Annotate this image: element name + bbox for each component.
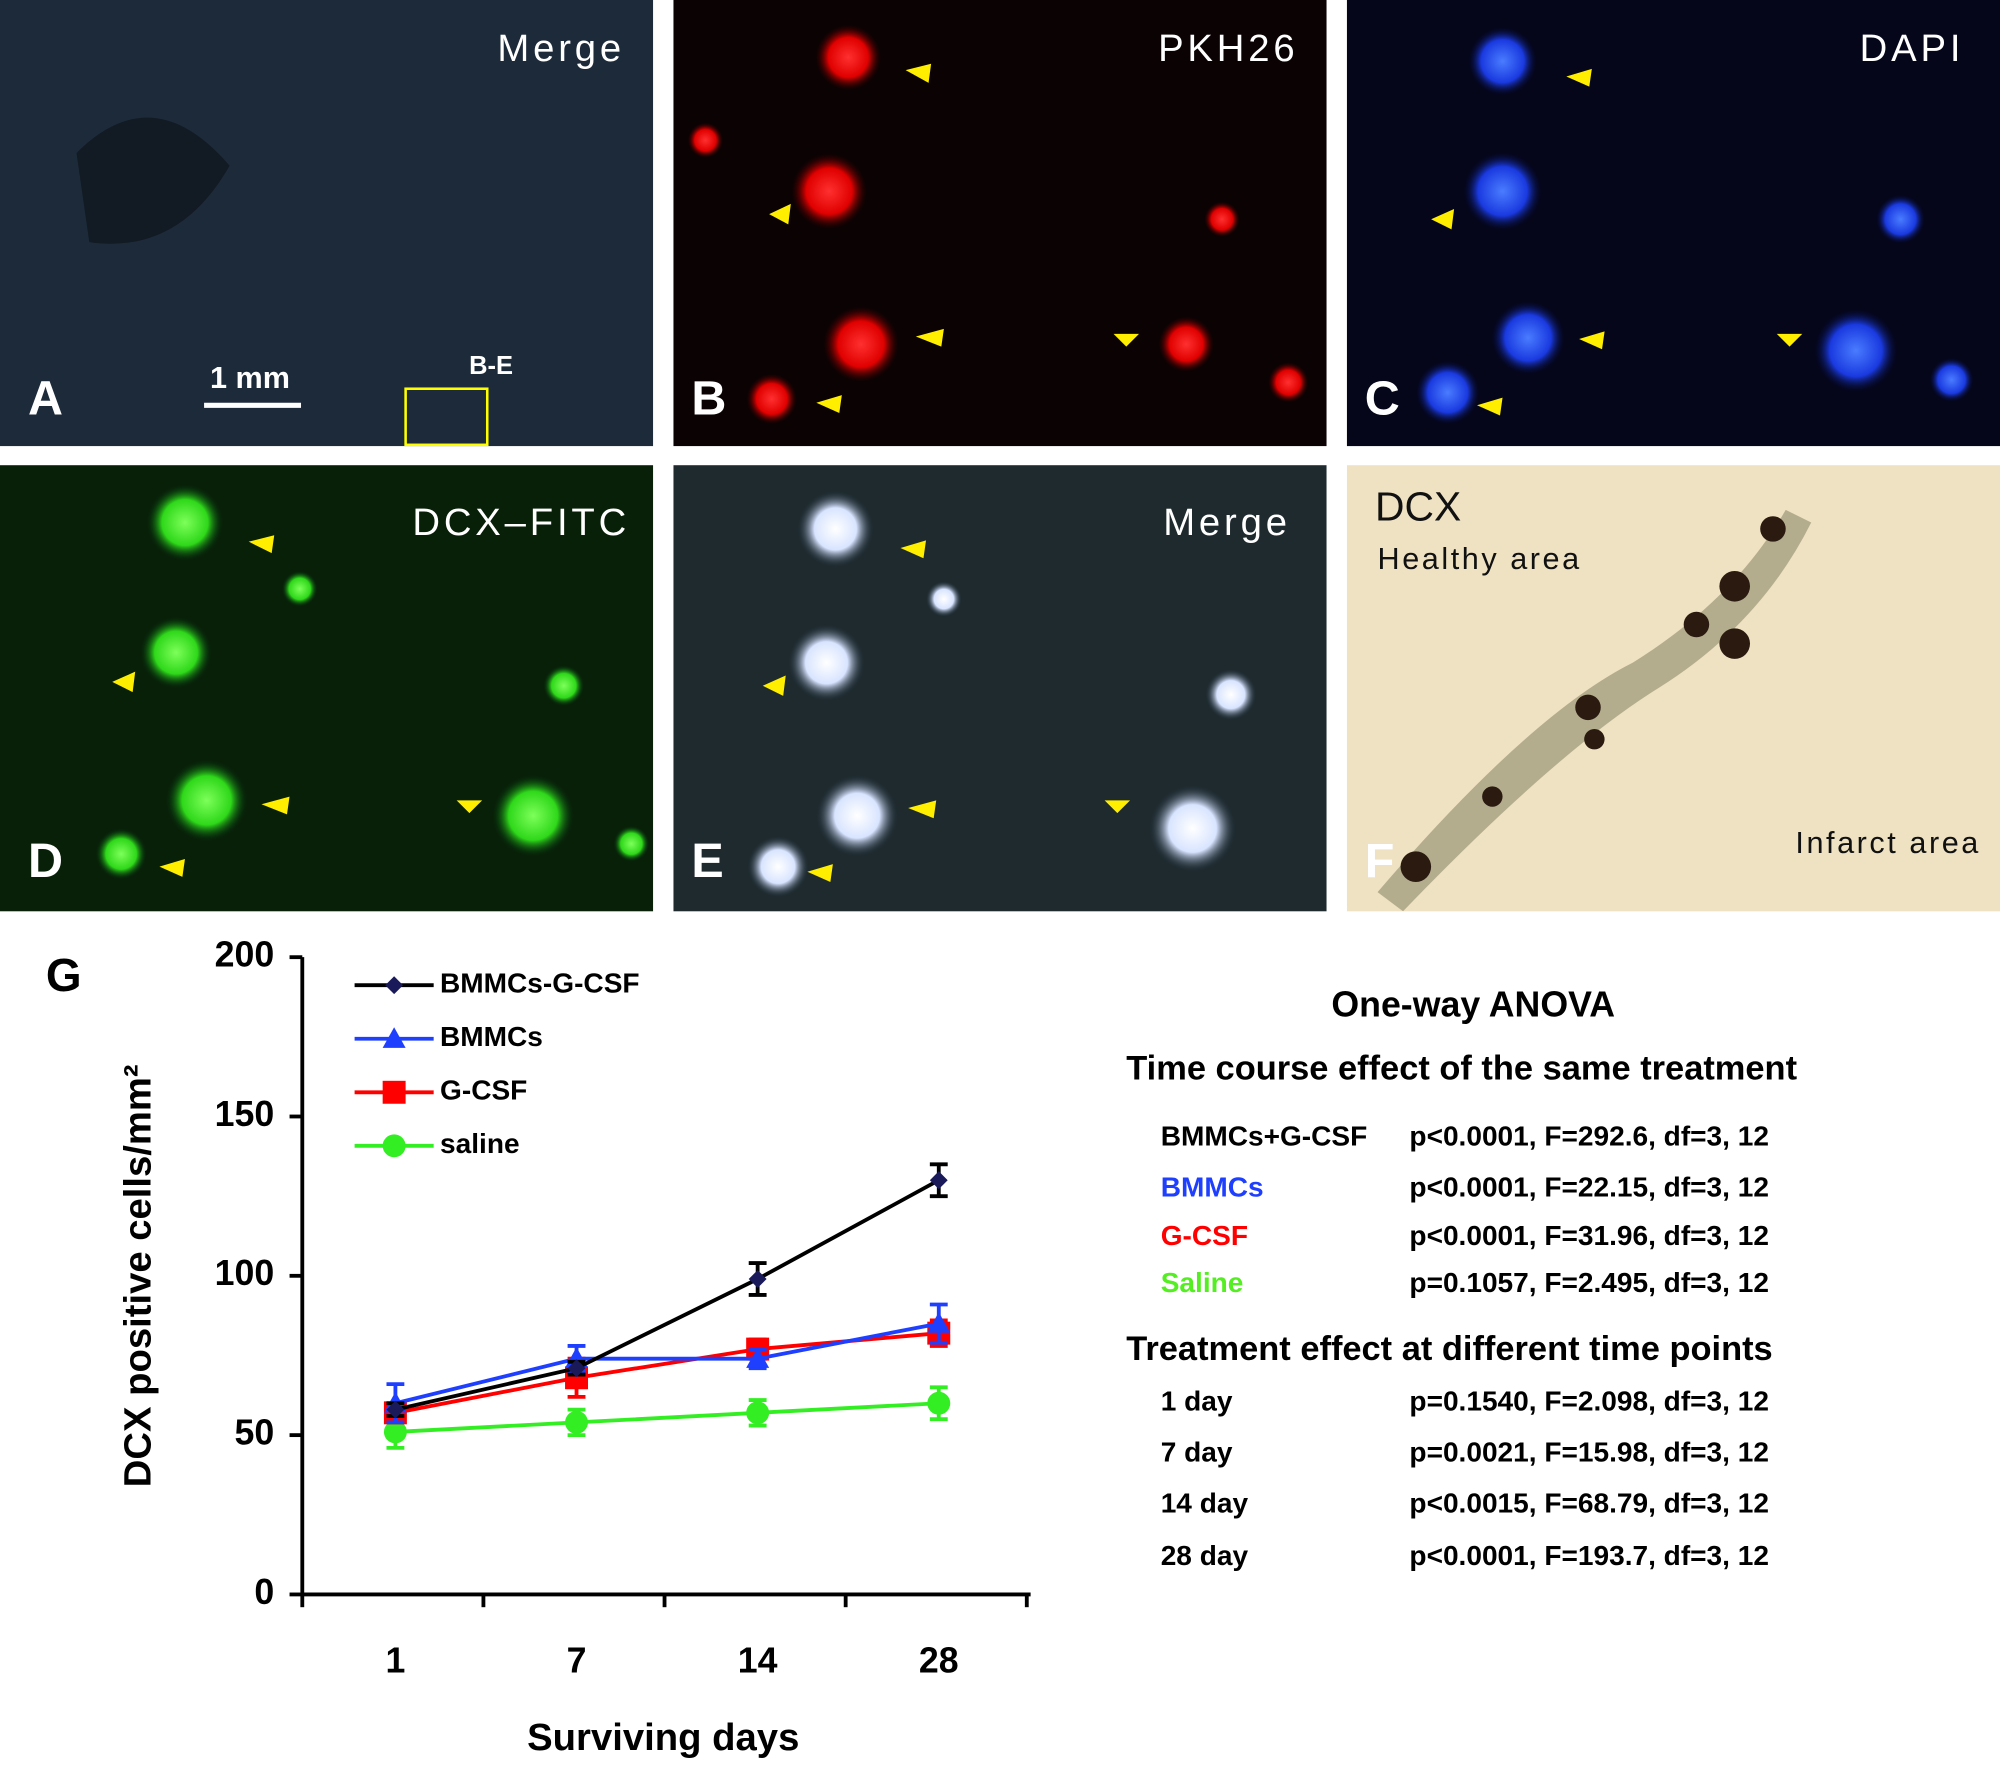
panel-letter: C	[1365, 371, 1400, 425]
panel-letter: E	[691, 834, 723, 888]
marker	[383, 1420, 407, 1444]
legend-label: BMMCs-G-CSF	[440, 968, 640, 999]
annotation: Healthy area	[1378, 542, 1582, 576]
anova-row-stats: p<0.0001, F=193.7, df=3, 12	[1409, 1540, 1769, 1571]
marker	[382, 1027, 406, 1048]
anova-row-label: G-CSF	[1161, 1220, 1248, 1251]
x-axis-label: Surviving days	[527, 1716, 799, 1759]
marker	[567, 1359, 586, 1378]
anova-row-stats: p<0.0001, F=31.96, df=3, 12	[1409, 1220, 1769, 1251]
legend-label: G-CSF	[440, 1075, 527, 1106]
series-line	[395, 1331, 939, 1415]
legend-label: BMMCs	[440, 1021, 543, 1052]
anova-row-stats: p=0.0021, F=15.98, df=3, 12	[1409, 1437, 1769, 1468]
anova-heading: Time course effect of the same treatment	[1126, 1050, 1797, 1088]
anova-row-label: 14 day	[1161, 1488, 1249, 1519]
panel-letter: A	[28, 371, 63, 425]
panel-label: DAPI	[1860, 27, 1965, 70]
anova-row-stats: p<0.0015, F=68.79, df=3, 12	[1409, 1488, 1769, 1519]
y-axis-label: DCX positive cells/mm²	[116, 1064, 159, 1487]
anova-row-label: 7 day	[1161, 1437, 1233, 1468]
marker	[746, 1401, 770, 1425]
marker	[748, 1270, 767, 1288]
panel-label: DCX	[1375, 484, 1461, 530]
x-tick-label: 1	[385, 1641, 405, 1681]
micrograph-detail	[76, 24, 1975, 912]
marker	[565, 1410, 589, 1434]
marker	[385, 976, 404, 995]
y-tick-label: 150	[215, 1094, 275, 1134]
y-tick-label: 50	[235, 1413, 275, 1453]
anova-row-stats: p<0.0001, F=22.15, df=3, 12	[1409, 1172, 1769, 1203]
panel-letter: D	[28, 834, 63, 888]
anova-row-label: BMMCs	[1161, 1172, 1264, 1203]
annotation: Infarct area	[1795, 826, 1980, 860]
anova-heading: Treatment effect at different time point…	[1126, 1330, 1772, 1368]
x-tick-label: 7	[567, 1641, 587, 1681]
anova-title: One-way ANOVA	[1331, 984, 1615, 1024]
marker	[746, 1347, 770, 1368]
x-tick-label: 14	[738, 1641, 778, 1681]
marker	[382, 1134, 406, 1158]
panel-letter: B	[691, 371, 726, 425]
inset-label: B-E	[469, 352, 513, 380]
legend-label: saline	[440, 1128, 520, 1159]
marker	[927, 1391, 951, 1415]
marker	[927, 1312, 951, 1333]
y-tick-label: 0	[254, 1572, 274, 1612]
anova-row-label: Saline	[1161, 1267, 1244, 1298]
anova-row-label: BMMCs+G-CSF	[1161, 1121, 1368, 1152]
series-line	[394, 1178, 940, 1412]
anova-row-stats: p=0.1540, F=2.098, df=3, 12	[1409, 1386, 1769, 1417]
anova-row-stats: p<0.0001, F=292.6, df=3, 12	[1409, 1121, 1769, 1152]
anova-row-label: 28 day	[1161, 1540, 1249, 1571]
marker	[382, 1080, 406, 1104]
panel-letter: G	[46, 949, 82, 1001]
panel-label: DCX–FITC	[412, 501, 630, 544]
panel-label: Merge	[497, 27, 625, 70]
x-tick-label: 28	[919, 1641, 959, 1681]
series-line	[395, 1401, 939, 1434]
series-line	[394, 1321, 940, 1406]
panel-letter: F	[1365, 834, 1395, 888]
scale-bar-label: 1 mm	[210, 361, 290, 395]
panel-label: PKH26	[1158, 27, 1298, 70]
anova-row-label: 1 day	[1161, 1386, 1233, 1417]
marker	[929, 1171, 948, 1190]
y-tick-label: 200	[215, 935, 275, 975]
panel-label: Merge	[1163, 501, 1291, 544]
marker	[386, 1400, 405, 1419]
y-tick-label: 100	[215, 1253, 275, 1293]
anova-row-stats: p=0.1057, F=2.495, df=3, 12	[1409, 1267, 1769, 1298]
